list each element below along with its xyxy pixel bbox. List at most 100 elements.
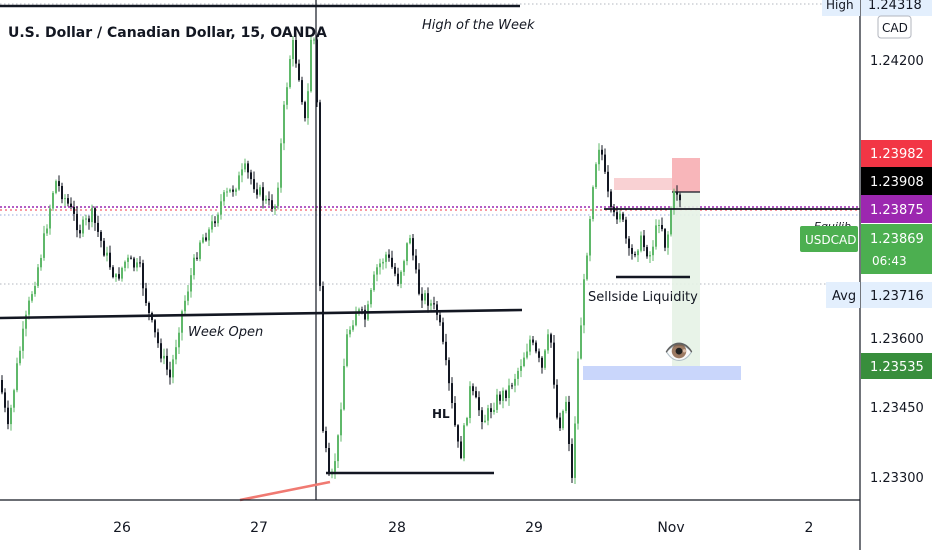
week-open-label: Week Open bbox=[188, 325, 263, 340]
candle-body bbox=[49, 208, 51, 229]
candle-body bbox=[274, 206, 276, 210]
candle-body bbox=[52, 192, 54, 209]
candle-body bbox=[358, 309, 360, 313]
candle-body bbox=[154, 320, 156, 333]
candle-body bbox=[109, 252, 111, 268]
candle-body bbox=[436, 304, 438, 315]
price-tag-current: USDCAD 1.23869 06:43 bbox=[800, 224, 932, 274]
candle-body bbox=[295, 40, 297, 64]
candle-body bbox=[352, 325, 354, 330]
candle-body bbox=[607, 171, 609, 192]
candle-body bbox=[361, 309, 363, 311]
candle-body bbox=[589, 219, 591, 256]
candle-body bbox=[16, 363, 18, 391]
candle-body bbox=[544, 350, 546, 368]
candle-body bbox=[79, 230, 81, 234]
candle-body bbox=[496, 394, 498, 410]
candle-body bbox=[211, 221, 213, 230]
candle-body bbox=[130, 257, 132, 259]
candle-body bbox=[28, 300, 30, 315]
candle-body bbox=[616, 212, 618, 220]
price-tag-avg-label-bg bbox=[826, 282, 860, 308]
price-axis[interactable] bbox=[861, 0, 932, 550]
price-tag-avg-value: 1.23716 bbox=[870, 289, 924, 304]
candle-body bbox=[307, 91, 309, 119]
candle-body bbox=[325, 431, 327, 448]
currency-badge: CAD bbox=[877, 15, 912, 39]
price-tag-high-value: 1.24318 bbox=[868, 0, 922, 13]
candle-body bbox=[25, 314, 27, 329]
candle-body bbox=[574, 423, 576, 478]
candle-body bbox=[646, 247, 648, 257]
candle-body bbox=[289, 59, 291, 88]
candle-body bbox=[445, 341, 447, 361]
plot-area[interactable] bbox=[0, 0, 860, 500]
candle-body bbox=[178, 332, 180, 348]
candle-body bbox=[529, 339, 531, 352]
candle-body bbox=[271, 200, 273, 209]
candle-body bbox=[382, 261, 384, 264]
candle-body bbox=[205, 237, 207, 241]
candle-body bbox=[193, 257, 195, 276]
candle-body bbox=[91, 208, 93, 223]
candle-body bbox=[277, 187, 279, 207]
candle-body bbox=[640, 235, 642, 251]
candle-body bbox=[268, 198, 270, 201]
candle-body bbox=[487, 408, 489, 421]
eye-icon: 👁️ bbox=[664, 338, 694, 366]
symbol-badge-bg bbox=[800, 226, 858, 252]
candle-body bbox=[493, 409, 495, 412]
candle-body bbox=[622, 213, 624, 220]
candle-body bbox=[82, 219, 84, 234]
candle-body bbox=[1, 380, 3, 393]
candle-body bbox=[124, 261, 126, 268]
candle-body bbox=[118, 274, 120, 279]
candle-body bbox=[610, 191, 612, 208]
candle-body bbox=[196, 257, 198, 259]
candle-body bbox=[64, 198, 66, 200]
candle-body bbox=[217, 214, 219, 224]
candle-body bbox=[472, 386, 474, 392]
price-tag-target-bg bbox=[861, 353, 932, 379]
candle-body bbox=[442, 322, 444, 342]
candle-body bbox=[649, 255, 651, 257]
candle-body bbox=[490, 408, 492, 412]
candle-body bbox=[265, 198, 267, 201]
price-tag-high-label-bg bbox=[822, 0, 860, 16]
price-tag-current-value: 1.23869 bbox=[870, 232, 924, 247]
candle-body bbox=[46, 228, 48, 234]
week-open-line[interactable] bbox=[0, 308, 523, 320]
price-tag-avg-label: Avg bbox=[832, 289, 856, 304]
x-tick-label: 2 bbox=[805, 520, 814, 536]
candle-body bbox=[511, 385, 513, 387]
candle-body bbox=[466, 418, 468, 426]
price-tag-red: 1.23982 bbox=[861, 140, 932, 167]
price-tag-black-value: 1.23908 bbox=[870, 175, 924, 190]
candle-body bbox=[319, 102, 321, 286]
candle-body bbox=[637, 250, 639, 256]
candle-body bbox=[250, 172, 252, 180]
candle-body bbox=[106, 252, 108, 256]
candle-body bbox=[439, 314, 441, 323]
candle-body bbox=[310, 39, 312, 92]
candle-body bbox=[658, 225, 660, 226]
trend-line[interactable] bbox=[239, 480, 331, 502]
candle-body bbox=[406, 243, 408, 262]
candle-body bbox=[121, 267, 123, 279]
y-tick-label: 1.23450 bbox=[870, 401, 924, 416]
candle-body bbox=[262, 187, 264, 201]
candle-body bbox=[538, 351, 540, 358]
candle-body bbox=[580, 325, 582, 359]
candle-body bbox=[61, 186, 63, 200]
candle-body bbox=[97, 222, 99, 232]
candle-body bbox=[643, 235, 645, 248]
candle-body bbox=[460, 441, 462, 459]
candle-body bbox=[481, 410, 483, 422]
candle-body bbox=[469, 386, 471, 418]
candle-body bbox=[514, 378, 516, 386]
candle-body bbox=[232, 189, 234, 192]
candle-body bbox=[133, 258, 135, 268]
candle-body bbox=[55, 181, 57, 193]
candle-body bbox=[247, 163, 249, 173]
candle-body bbox=[373, 274, 375, 290]
